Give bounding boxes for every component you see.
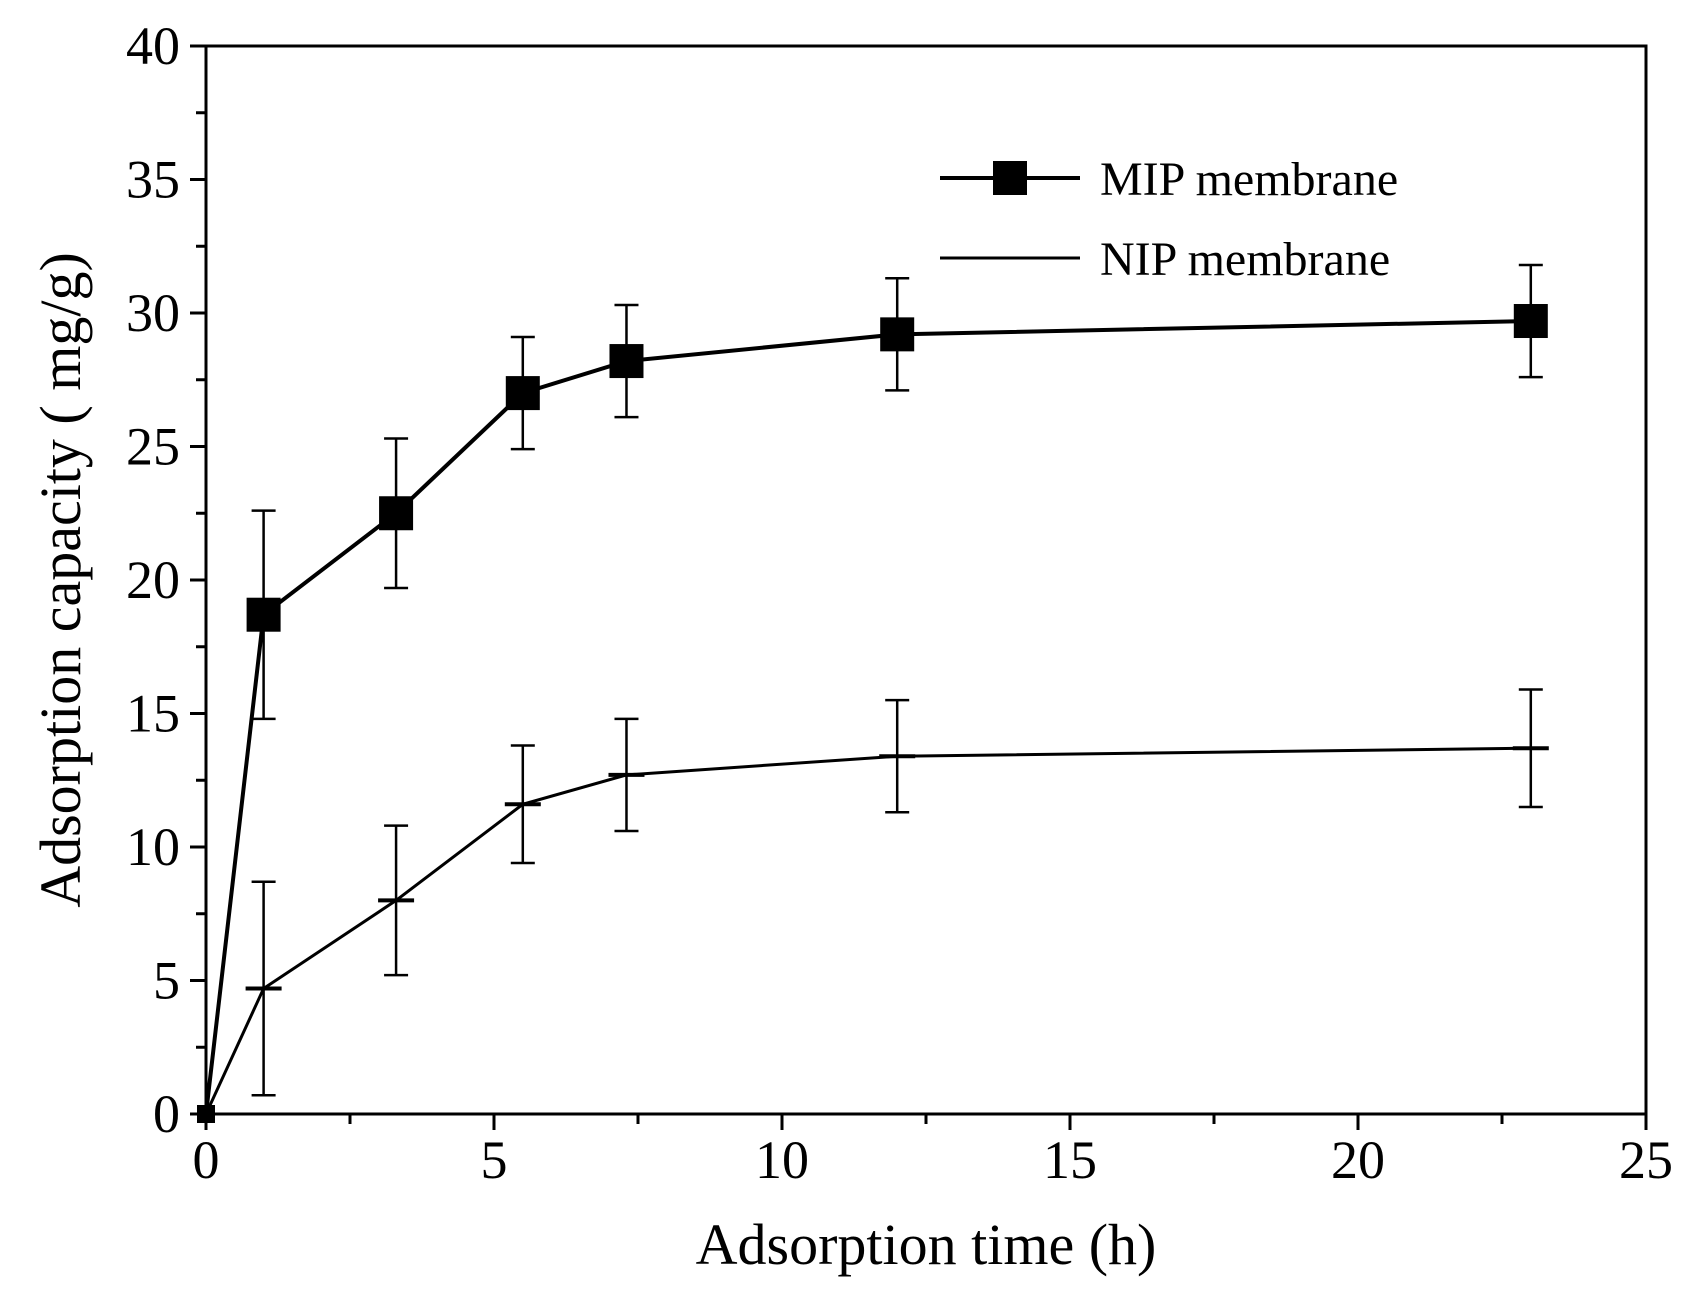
- data-point: [880, 317, 915, 352]
- y-tick-label: 40: [126, 16, 180, 76]
- y-tick-label: 25: [126, 417, 180, 477]
- plot-marks: [197, 263, 1549, 1123]
- plot-frame: [204, 44, 1648, 1116]
- x-tick-label: 20: [1331, 1130, 1385, 1190]
- x-axis-title: Adsorption time (h): [696, 1212, 1157, 1277]
- series-1: [201, 688, 1549, 1116]
- y-tick-label: 15: [126, 684, 180, 744]
- data-point: [1513, 304, 1548, 339]
- axis-ticks: 0 5 10 15 20 25 0 5 10 15 20 25 30 35 40: [126, 16, 1673, 1190]
- data-point: [379, 496, 414, 531]
- data-point: [609, 344, 644, 379]
- legend: MIP membrane NIP membrane: [940, 153, 1398, 286]
- x-tick-label: 25: [1619, 1130, 1673, 1190]
- y-axis-title: Adsorption capacity ( mg/g): [28, 252, 93, 908]
- legend-label: NIP membrane: [1100, 233, 1390, 286]
- y-tick-label: 10: [126, 817, 180, 877]
- data-point: [246, 597, 281, 632]
- x-tick-label: 0: [193, 1130, 220, 1190]
- legend-marker: [993, 161, 1027, 195]
- legend-label: MIP membrane: [1100, 153, 1398, 206]
- x-tick-label: 10: [755, 1130, 809, 1190]
- series-line: [204, 319, 1531, 1115]
- y-tick-label: 20: [126, 550, 180, 610]
- y-tick-label: 30: [126, 283, 180, 343]
- series-0: [197, 263, 1548, 1123]
- x-tick-label: 5: [481, 1130, 508, 1190]
- x-tick-label: 15: [1043, 1130, 1097, 1190]
- data-point: [505, 376, 540, 411]
- y-tick-label: 0: [153, 1084, 180, 1144]
- y-tick-label: 35: [126, 150, 180, 210]
- series-line: [204, 746, 1531, 1115]
- y-tick-label: 5: [153, 951, 180, 1011]
